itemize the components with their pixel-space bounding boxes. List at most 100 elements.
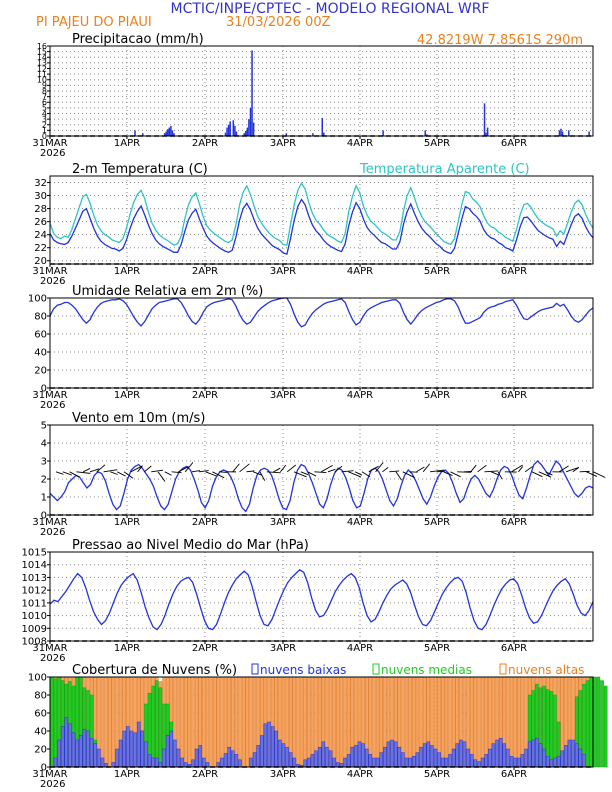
clouds-frame — [49, 676, 594, 768]
cloud-bar-nuvens-baixas — [477, 761, 481, 768]
precip-bar — [142, 133, 144, 136]
precip-bar — [168, 127, 171, 136]
precip-ytick-label: 14 — [37, 53, 47, 62]
cloud-bar-nuvens-baixas — [578, 748, 583, 768]
cloud-bar-nuvens-altas — [299, 676, 304, 768]
clouds-xtick-label: 2APR — [192, 769, 218, 780]
cloud-bar-nuvens-baixas — [256, 745, 260, 768]
cloud-bar-nuvens-baixas — [64, 717, 69, 768]
temp-ytick-label: 28 — [34, 204, 47, 215]
cloud-bar-nuvens-baixas — [473, 759, 478, 768]
cloud-bar-nuvens-baixas — [412, 755, 416, 768]
wind-xtick-label: 5APR — [424, 517, 450, 528]
precip-ytick-label: 11 — [37, 70, 47, 79]
wind-xtick-label: 6APR — [501, 517, 527, 528]
temp-xtick-label: 4APR — [347, 266, 373, 277]
wind-arrow — [232, 463, 240, 473]
rh-panel: 0 20 40 60 80 100 31MAR 1APR 2APR 3APR 4APR 5APR 6AP… — [28, 284, 594, 411]
cloud-bar-nuvens-altas — [212, 676, 217, 768]
rh-xtick-label: 31MAR — [32, 390, 67, 401]
precip-xtick-label: 1APR — [114, 138, 140, 149]
wind-arrow — [253, 471, 263, 476]
wind-arrow — [565, 467, 580, 473]
cloud-bar-nuvens-baixas — [346, 754, 351, 768]
temp-xtick-label: 3APR — [270, 266, 296, 277]
cloud-bar-nuvens-altas — [234, 676, 239, 768]
cloud-bar-nuvens-baixas — [169, 730, 174, 768]
wind-arrow — [55, 471, 64, 475]
cloud-bar-nuvens-medias — [545, 689, 550, 768]
precip-xtick-label: 31MAR — [32, 138, 67, 149]
cloud-bar-nuvens-baixas — [433, 748, 438, 768]
wind-arrow — [171, 471, 182, 474]
pressure-frame — [49, 551, 594, 642]
cloud-bar-nuvens-baixas — [354, 745, 358, 768]
precip-bar — [486, 127, 489, 136]
run-label: 31/03/2026 00Z — [226, 15, 331, 30]
precip-bar — [170, 125, 172, 136]
cloud-bar-nuvens-baixas — [567, 739, 572, 768]
cloud-bar-nuvens-altas — [484, 676, 488, 768]
cloud-bar-nuvens-baixas — [502, 743, 507, 768]
coords-label: 42.8219W 7.8561S 290m — [417, 33, 583, 48]
cloud-bar-nuvens-baixas — [252, 752, 257, 768]
wind-arrow — [586, 471, 598, 477]
cloud-bar-nuvens-baixas — [357, 741, 362, 768]
cloud-bar-nuvens-baixas — [459, 739, 463, 768]
precip-bar — [171, 130, 174, 136]
cloud-bar-nuvens-baixas — [292, 757, 297, 768]
wind-arrow — [354, 471, 363, 476]
pressure-xtick-label: 1APR — [114, 643, 140, 654]
wind-ytick-label: 3 — [41, 457, 47, 468]
wind-ytick-label: 1 — [41, 493, 47, 504]
wind-arrow — [273, 467, 281, 473]
wind-arrow — [484, 470, 499, 473]
wind-arrow — [198, 470, 209, 473]
cloud-bar-nuvens-baixas — [524, 748, 528, 768]
cloud-legend-swatch — [251, 663, 259, 675]
clouds-xtick-label: 4APR — [347, 769, 373, 780]
wind-arrow — [395, 471, 403, 481]
pressure-ytick-label: 1012 — [22, 586, 47, 597]
precip-bar — [134, 130, 136, 136]
precip-ytick-label: 12 — [37, 64, 47, 73]
cloud-bar-nuvens-baixas — [82, 728, 87, 768]
wind-arrow — [184, 462, 194, 473]
precip-ytick-label: 0 — [42, 132, 47, 141]
temp-ytick-label: 32 — [34, 178, 47, 189]
cloud-bar-nuvens-altas — [191, 676, 195, 768]
cloud-bar-nuvens-baixas — [430, 745, 434, 768]
wind-arrow — [83, 468, 91, 473]
cloud-bar-nuvens-altas — [448, 676, 452, 768]
cloud-bar-nuvens-baixas — [136, 721, 141, 768]
precip-ytick-label: 15 — [37, 47, 47, 56]
cloud-bar-nuvens-baixas — [144, 741, 148, 768]
rh-series-line-0 — [49, 297, 594, 328]
cloud-bar-nuvens-altas — [180, 676, 184, 768]
rh-ytick-label: 40 — [34, 348, 47, 359]
cloud-bar-nuvens-altas — [202, 676, 206, 768]
wind-arrow — [130, 465, 143, 473]
cloud-bar-nuvens-baixas — [227, 746, 231, 768]
pressure-xtick-label: 4APR — [347, 643, 373, 654]
wind-arrow — [314, 471, 327, 474]
wind-arrow — [477, 464, 487, 473]
precip-bar — [163, 133, 166, 136]
cloud-bar-nuvens-baixas — [379, 752, 383, 768]
rh-ytick-label: 80 — [34, 312, 47, 323]
cloud-bar-nuvens-medias — [53, 678, 58, 768]
wind-arrow — [422, 463, 431, 473]
precip-ytick-label: 9 — [42, 81, 47, 90]
cloud-bar-nuvens-baixas — [401, 752, 405, 768]
wind-arrow — [69, 471, 80, 478]
cloud-bar-nuvens-altas — [220, 676, 224, 768]
cloud-bar-nuvens-altas — [473, 676, 478, 768]
cloud-bar-nuvens-baixas — [118, 739, 123, 768]
precip-bar — [426, 134, 428, 136]
precip-ytick-label: 5 — [42, 104, 47, 113]
precip-ytick-label: 10 — [37, 76, 47, 85]
wind-arrow — [361, 471, 371, 478]
cloud-bar-nuvens-altas — [517, 676, 521, 768]
wind-arrow — [382, 467, 389, 473]
cloud-bar-nuvens-altas — [245, 676, 250, 768]
